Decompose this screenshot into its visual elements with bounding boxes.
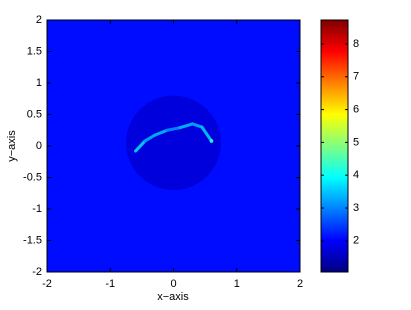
y-tick-label: 1	[36, 77, 42, 89]
colorbar-tick-label: 3	[353, 202, 359, 214]
colorbar	[320, 19, 349, 273]
inner-region	[126, 95, 221, 191]
y-tick-label: -0.5	[23, 171, 42, 183]
y-tick-label: -1.5	[23, 234, 42, 246]
colorbar-tick-label: 7	[353, 71, 359, 83]
curve-segment	[178, 122, 194, 130]
y-tick-label: 0	[36, 140, 42, 152]
x-tick-label: 1	[234, 278, 240, 290]
x-tick-label: 2	[297, 278, 303, 290]
curve-segment	[134, 139, 147, 153]
y-tick-label: -1	[32, 203, 42, 215]
colorbar-tick-label: 2	[353, 235, 359, 247]
curve-segment	[200, 125, 213, 143]
y-axis-label: y−axis	[6, 130, 18, 162]
x-tick-label: -1	[105, 278, 115, 290]
y-tick-label: 0.5	[27, 108, 42, 120]
x-tick-label: -2	[42, 278, 52, 290]
colorbar-tick-label: 5	[353, 136, 359, 148]
curve-segment	[165, 126, 182, 132]
curve-segment	[153, 128, 169, 137]
plot-area	[47, 20, 300, 272]
x-tick-label: 0	[170, 278, 176, 290]
curve-point	[209, 139, 214, 143]
y-tick-label: 1.5	[27, 45, 42, 57]
x-axis-label: x−axis	[157, 291, 189, 303]
curve-segment	[143, 133, 157, 143]
y-tick-label: 2	[36, 14, 42, 26]
colorbar-tick-label: 4	[353, 169, 359, 181]
colorbar-tick-label: 8	[353, 38, 359, 50]
curve-segment	[190, 122, 204, 129]
colorbar-tick-label: 6	[353, 103, 359, 115]
y-tick-label: -2	[32, 266, 42, 278]
